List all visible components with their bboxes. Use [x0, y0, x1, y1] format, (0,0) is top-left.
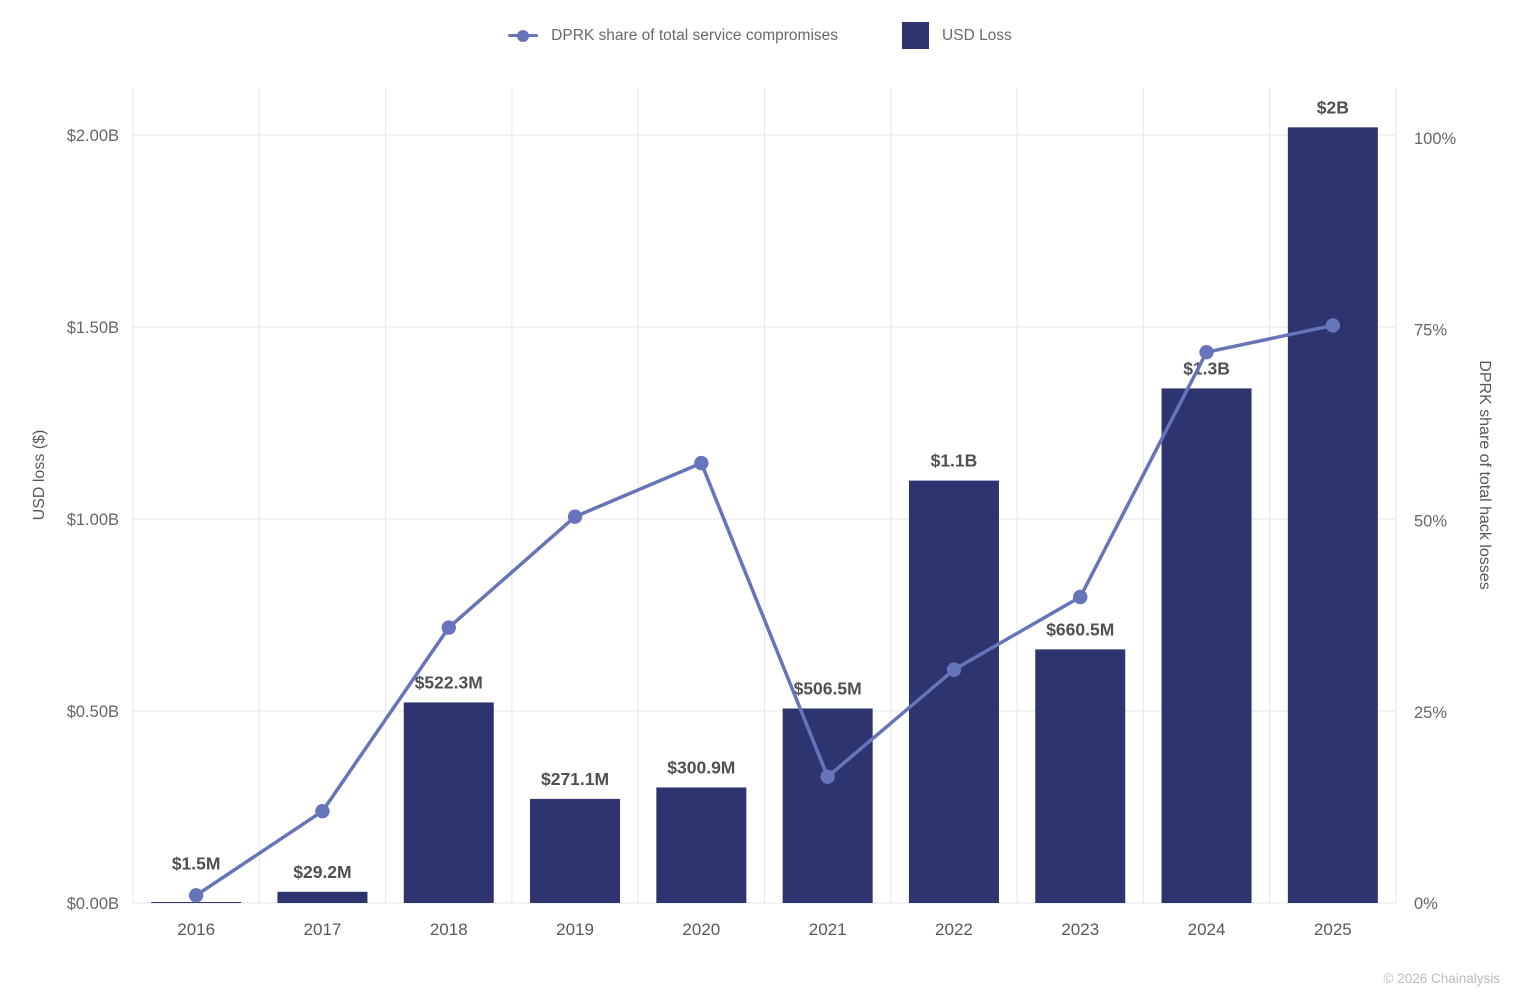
bar-value-label: $1.1B — [931, 451, 978, 471]
bar-value-label: $506.5M — [794, 679, 862, 699]
dprk-share-point[interactable] — [946, 662, 962, 677]
usd-loss-bar[interactable] — [1161, 388, 1252, 903]
legend-item-bar[interactable]: USD Loss — [902, 22, 1012, 49]
bar-value-label: $1.3B — [1183, 358, 1230, 378]
bar-value-label: $660.5M — [1046, 619, 1114, 639]
dprk-share-point[interactable] — [1325, 318, 1341, 333]
left-axis-tick: $0.00B — [67, 895, 119, 913]
right-axis-tick: 25% — [1414, 704, 1447, 722]
usd-loss-bar[interactable] — [782, 708, 873, 903]
right-axis-tick: 0% — [1414, 895, 1438, 913]
dprk-share-line — [195, 323, 1334, 897]
dprk-share-point[interactable] — [820, 769, 835, 784]
legend-item-line[interactable]: DPRK share of total service compromises — [508, 27, 838, 45]
right-axis-tick: 50% — [1414, 513, 1447, 531]
x-axis-tick: 2019 — [556, 920, 594, 939]
usd-loss-bar[interactable] — [1287, 127, 1378, 903]
bar-value-label: $2B — [1317, 97, 1349, 117]
x-axis-tick: 2021 — [809, 920, 847, 939]
chart-legend: DPRK share of total service compromises … — [0, 22, 1520, 49]
usd-loss-bar[interactable] — [1035, 649, 1126, 903]
left-axis-tick: $2.00B — [67, 127, 119, 145]
x-axis-tick: 2023 — [1061, 920, 1099, 939]
usd-loss-bar[interactable] — [277, 891, 368, 903]
bar-value-label: $522.3M — [415, 672, 483, 692]
bar-value-label: $29.2M — [293, 862, 351, 882]
line-series-marker-icon — [508, 29, 539, 43]
copyright-text: © 2026 Chainalysis — [1383, 971, 1500, 986]
dprk-share-point[interactable] — [315, 804, 330, 819]
left-axis-tick: $0.50B — [67, 703, 119, 721]
dprk-share-point[interactable] — [567, 509, 583, 524]
x-axis-tick: 2020 — [682, 920, 720, 939]
x-axis-tick: 2025 — [1314, 920, 1352, 939]
x-axis-tick: 2018 — [430, 920, 468, 939]
bar-value-label: $271.1M — [541, 769, 609, 789]
dprk-share-point[interactable] — [1199, 345, 1214, 360]
usd-loss-bar[interactable] — [530, 798, 621, 903]
bar-series-swatch-icon — [902, 22, 930, 49]
bar-value-label: $1.5M — [172, 853, 221, 873]
x-axis-tick: 2016 — [177, 920, 215, 939]
dprk-share-point[interactable] — [441, 620, 456, 635]
usd-loss-bar[interactable] — [656, 787, 747, 903]
bar-value-label: $300.9M — [667, 757, 735, 777]
x-axis-tick: 2017 — [304, 920, 342, 939]
x-axis-tick: 2022 — [935, 920, 973, 939]
x-axis-tick: 2024 — [1188, 920, 1226, 939]
left-axis-tick: $1.00B — [67, 511, 119, 529]
legend-line-label: DPRK share of total service compromises — [551, 26, 839, 44]
usd-loss-bar[interactable] — [403, 702, 494, 903]
usd-loss-bar[interactable] — [908, 480, 999, 903]
right-axis-tick: 100% — [1414, 130, 1457, 148]
right-axis-tick: 75% — [1414, 321, 1447, 339]
dprk-share-point[interactable] — [188, 888, 204, 903]
dprk-share-point[interactable] — [1073, 589, 1088, 605]
legend-bar-label: USD Loss — [942, 26, 1012, 44]
dprk-share-point[interactable] — [694, 455, 709, 471]
left-axis-tick: $1.50B — [67, 319, 119, 337]
